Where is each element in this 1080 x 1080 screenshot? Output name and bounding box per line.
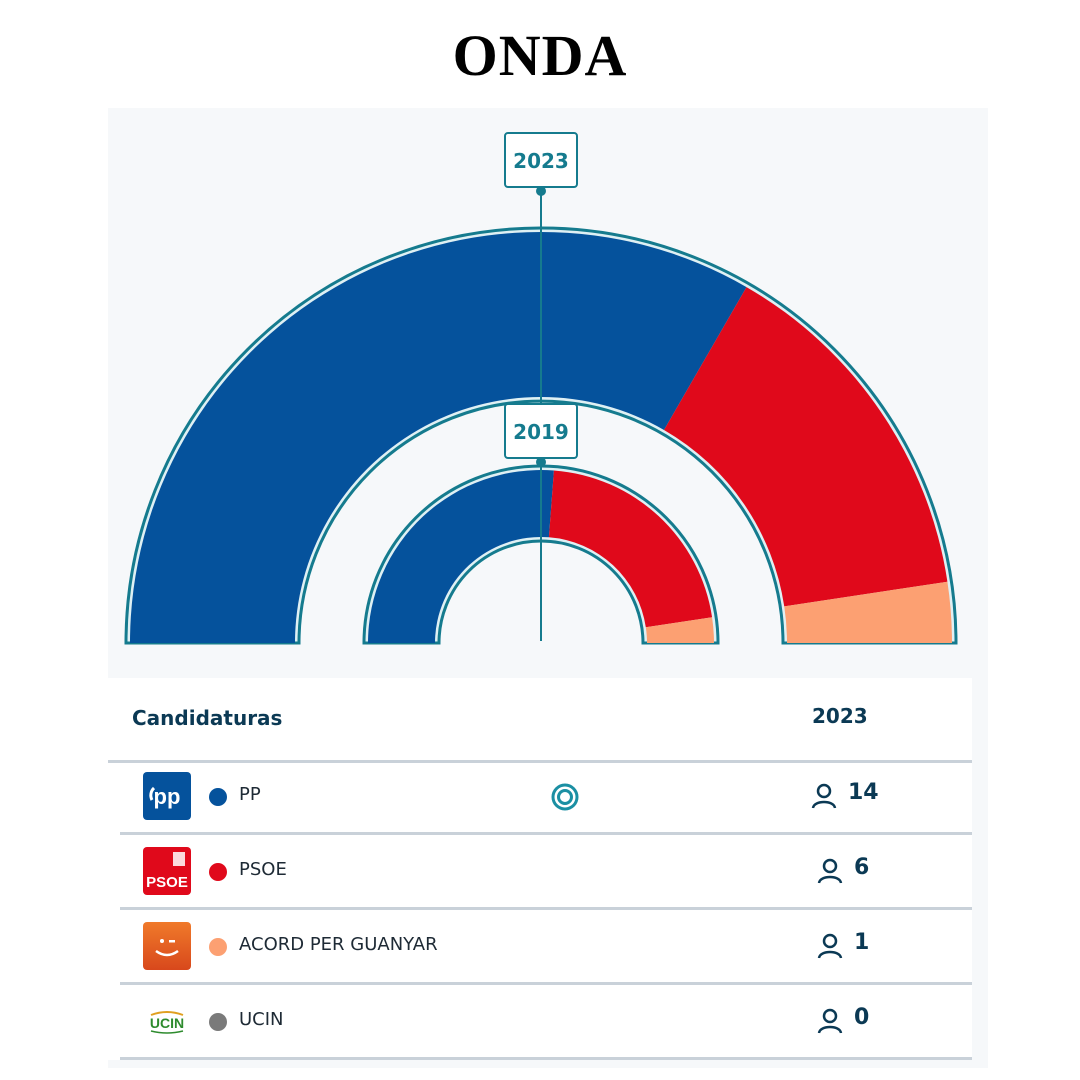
person-icon [817, 933, 843, 959]
header-year: 2023 [812, 704, 868, 728]
seat-number: 1 [854, 930, 870, 955]
person-icon [817, 858, 843, 884]
psoe-logo: PSOE [143, 847, 191, 895]
page-title: ONDA [452, 23, 628, 88]
ucin-logo: UCIN [143, 997, 191, 1045]
table-row-ucin[interactable]: UCIN UCIN 0 [120, 985, 972, 1060]
header-candidaturas: Candidaturas [132, 706, 283, 730]
table-header: Candidaturas 2023 [108, 678, 972, 763]
acord-logo [143, 922, 191, 970]
person-icon [811, 783, 837, 809]
seat-count: 0 [816, 1005, 936, 1037]
party-name: PP [239, 784, 261, 805]
svg-text:UCIN: UCIN [150, 1015, 184, 1031]
seat-count: 14 [810, 780, 930, 812]
svg-text:PSOE: PSOE [146, 874, 188, 891]
seat-number: 0 [854, 1005, 870, 1030]
person-icon [817, 1008, 843, 1034]
party-color-dot [209, 863, 227, 881]
party-color-dot [209, 1013, 227, 1031]
table-row-psoe[interactable]: PSOE PSOE 6 [120, 835, 972, 910]
party-name: ACORD PER GUANYAR [239, 934, 438, 955]
year-label-2019: 2019 [513, 420, 569, 444]
seat-segment-2023-pp[interactable] [130, 231, 747, 643]
seat-segment-2019-pp[interactable] [368, 470, 554, 643]
party-color-dot [209, 788, 227, 806]
seat-count: 6 [816, 855, 936, 887]
seat-segment-2023-acord-per-guanyar[interactable] [784, 581, 952, 643]
year-marker-dot [536, 457, 546, 467]
seat-chart: 2023 2019 [124, 132, 958, 645]
year-marker-dot [536, 186, 546, 196]
year-label-2023: 2023 [513, 149, 569, 173]
party-color-dot [209, 938, 227, 956]
majority-ring-icon [550, 782, 580, 816]
table-row-acord[interactable]: ACORD PER GUANYAR 1 [120, 910, 972, 985]
seat-count: 1 [816, 930, 936, 962]
party-name: UCIN [239, 1009, 284, 1030]
party-name: PSOE [239, 859, 287, 880]
seat-number: 6 [854, 855, 870, 880]
seat-segment-2023-psoe[interactable] [664, 287, 948, 607]
svg-text:pp: pp [154, 784, 181, 809]
candidates-table: Candidaturas 2023 pp PP 14 [108, 678, 972, 1060]
pp-logo: pp [143, 772, 191, 820]
seat-number: 14 [848, 780, 879, 805]
seat-segment-2019-psoe[interactable] [548, 470, 713, 628]
seat-segment-2019-acord-per-guanyar[interactable] [645, 617, 714, 643]
table-row-pp[interactable]: pp PP 14 [120, 760, 972, 835]
